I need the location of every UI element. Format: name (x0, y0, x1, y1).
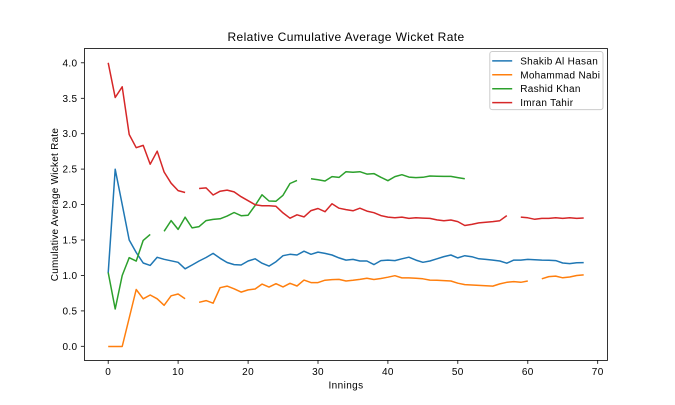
svg-text:2.5: 2.5 (62, 165, 77, 176)
svg-text:Imran Tahir: Imran Tahir (520, 98, 574, 109)
svg-text:2.0: 2.0 (62, 200, 77, 211)
svg-text:Mohammad Nabi: Mohammad Nabi (520, 70, 600, 81)
svg-text:Shakib Al Hasan: Shakib Al Hasan (520, 56, 598, 67)
svg-text:Cumulative Average Wicket Rate: Cumulative Average Wicket Rate (50, 128, 61, 282)
svg-text:70: 70 (592, 367, 604, 378)
svg-text:10: 10 (172, 367, 184, 378)
svg-text:Relative Cumulative Average Wi: Relative Cumulative Average Wicket Rate (227, 30, 464, 44)
svg-text:40: 40 (382, 367, 394, 378)
svg-text:3.0: 3.0 (62, 129, 77, 140)
svg-text:0: 0 (105, 367, 111, 378)
svg-text:30: 30 (312, 367, 324, 378)
svg-text:Rashid Khan: Rashid Khan (520, 84, 581, 95)
svg-text:4.0: 4.0 (62, 58, 77, 69)
svg-text:0.0: 0.0 (62, 342, 77, 353)
svg-text:60: 60 (522, 367, 534, 378)
svg-text:3.5: 3.5 (62, 94, 77, 105)
svg-text:50: 50 (452, 367, 464, 378)
svg-text:20: 20 (242, 367, 254, 378)
svg-text:1.5: 1.5 (62, 236, 77, 247)
svg-text:Innings: Innings (328, 381, 363, 392)
svg-text:1.0: 1.0 (62, 271, 77, 282)
svg-text:0.5: 0.5 (62, 306, 77, 317)
